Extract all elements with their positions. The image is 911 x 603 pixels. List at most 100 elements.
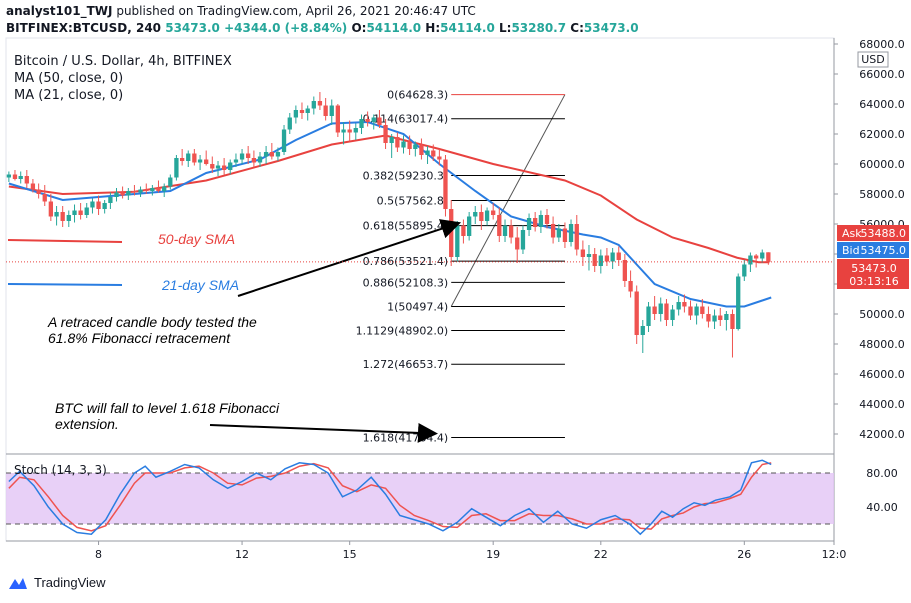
candle-body <box>526 218 532 230</box>
publisher-name[interactable]: analyst101_TWJ <box>6 4 113 18</box>
candle-body <box>78 210 83 215</box>
y-tick-label: 46000.0 <box>859 368 905 381</box>
candle-body <box>580 249 586 257</box>
candle-body <box>132 191 137 193</box>
candle-body <box>221 165 227 170</box>
candle-body <box>389 137 394 143</box>
stoch-d-line <box>8 462 772 532</box>
candle-body <box>706 314 711 322</box>
candle-body <box>556 228 561 238</box>
candle-body <box>616 252 621 260</box>
candle-body <box>473 212 478 217</box>
candle-body <box>652 306 657 314</box>
candle-body <box>269 152 274 157</box>
candle-body <box>508 225 514 238</box>
x-tick-label: 19 <box>486 548 500 561</box>
fib-level-label: 0.886(52108.3) <box>363 276 449 289</box>
note-retrace-line2: 61.8% Fibonacci retracement <box>48 330 231 346</box>
candle-body <box>36 189 41 194</box>
candle-body <box>197 159 203 163</box>
y-tick-label: 66000.0 <box>859 68 905 81</box>
candle-body <box>598 255 603 266</box>
candle-body <box>604 255 610 262</box>
candle-body <box>658 303 663 314</box>
last-price: 53473.0 <box>165 21 220 35</box>
last-price-tag: 53473.0 <box>851 262 897 275</box>
candle-body <box>359 119 364 128</box>
candle-body <box>574 224 579 250</box>
candle-body <box>30 183 36 190</box>
candle-body <box>407 141 412 149</box>
candle-body <box>150 188 155 191</box>
candle-body <box>533 218 538 227</box>
fibonacci-retracement[interactable]: 0(64628.3) 0.114(63017.4) 0.382(59230.3) 0.… <box>356 89 566 445</box>
candle-body <box>670 309 675 320</box>
candle-body <box>431 150 436 157</box>
candle-body <box>257 156 263 163</box>
candle-body <box>461 225 466 236</box>
candle-body <box>66 215 71 221</box>
candle-body <box>753 255 759 259</box>
high-value: 54114.0 <box>440 21 495 35</box>
sma21-sample-line <box>7 283 123 286</box>
candle-body <box>335 105 340 133</box>
note-target-line1: BTC will fall to level 1.618 Fibonacci <box>55 400 280 416</box>
candle-body <box>610 252 615 262</box>
candle-body <box>371 117 376 122</box>
candle-body <box>24 176 29 184</box>
candle-body <box>586 254 592 257</box>
candle-body <box>228 162 233 170</box>
candle-body <box>568 224 574 242</box>
y-tick-label: 42000.0 <box>859 428 905 441</box>
candle-body <box>275 152 281 157</box>
sma21-annotation: 21-day SMA <box>161 277 239 293</box>
candle-body <box>538 215 544 227</box>
fib-level-label: 1.1129(48902.0) <box>356 324 449 337</box>
x-tick-label: 15 <box>343 548 357 561</box>
candle-body <box>246 153 251 158</box>
candle-body <box>186 153 191 161</box>
candle-body <box>6 174 12 178</box>
candle-body <box>401 141 406 148</box>
candle-body <box>353 128 358 133</box>
fib-level-label: 0.5(57562.8) <box>377 195 449 208</box>
chart-grid <box>5 37 835 542</box>
candle-body <box>138 189 143 193</box>
fib-level-label: 1(50497.4) <box>387 301 448 314</box>
candle-body <box>634 291 639 335</box>
candle-body <box>760 252 765 259</box>
candle-body <box>676 302 681 310</box>
x-tick-label: 26 <box>737 548 751 561</box>
candle-body <box>688 306 693 316</box>
candlesticks <box>6 92 771 358</box>
fib-level-label: 0(64628.3) <box>387 89 448 102</box>
candle-body <box>287 117 292 130</box>
candle-body <box>311 101 316 109</box>
candle-body <box>102 203 107 209</box>
sma50-sample-line <box>7 239 123 243</box>
y-tick-label: 48000.0 <box>859 338 905 351</box>
candle-body <box>395 137 400 148</box>
candle-body <box>12 174 18 179</box>
candle-body <box>419 144 424 155</box>
candle-body <box>742 264 747 277</box>
candle-body <box>694 306 699 316</box>
candle-body <box>622 260 627 281</box>
candle-body <box>179 158 185 161</box>
candle-body <box>347 129 352 133</box>
candle-body <box>323 105 328 116</box>
candle-body <box>108 197 113 203</box>
stoch-band-fill <box>6 473 834 524</box>
x-tick-label: 12:0 <box>822 548 847 561</box>
candle-body <box>239 153 245 160</box>
bid-price: 53475.0 <box>861 244 907 257</box>
candle-body <box>317 101 323 106</box>
footer-brand: TradingView <box>8 575 106 590</box>
usd-label: USD <box>861 53 885 66</box>
y-tick-label: 60000.0 <box>859 158 905 171</box>
candle-body <box>54 212 59 217</box>
publish-text: published on TradingView.com, April 26, … <box>116 4 476 18</box>
footer-brand-label: TradingView <box>34 575 106 590</box>
